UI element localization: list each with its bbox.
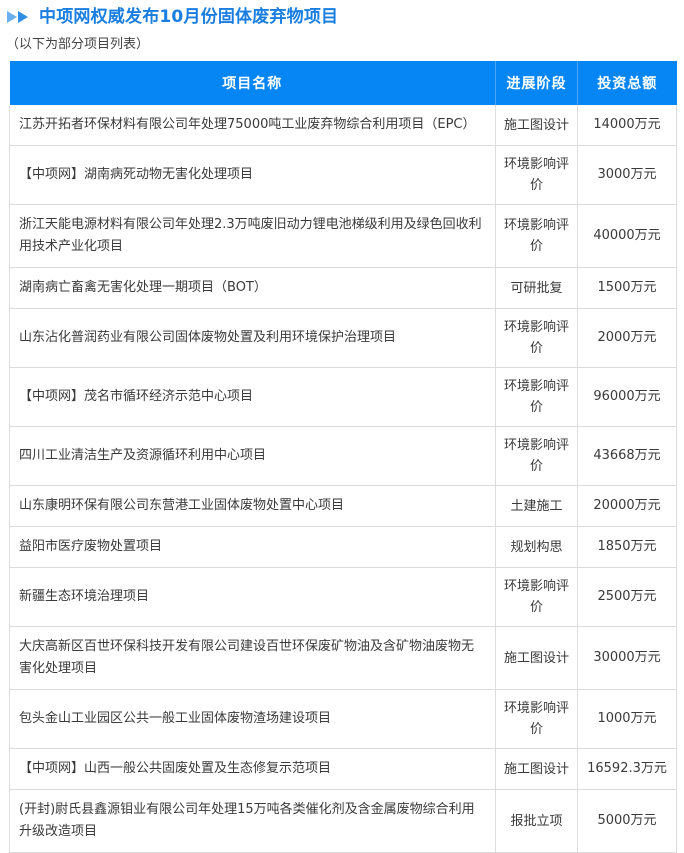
table-row: 【中项网】茂名市循环经济示范中心项目 环境影响评价 96000万元 (9, 367, 677, 427)
cell-progress-stage: 报批立项 (495, 789, 578, 853)
project-table: 项目名称 进展阶段 投资总额 江苏开拓者环保材料有限公司年处理75000吨工业废… (9, 61, 677, 853)
cell-investment-amount: 16592.3万元 (577, 748, 677, 790)
page-header: 中项网权威发布10月份固体废弃物项目 (0, 0, 684, 28)
cell-project-name[interactable]: 【中项网】湖南病死动物无害化处理项目 (9, 145, 496, 205)
cell-project-name[interactable]: 包头金山工业园区公共一般工业固体废物渣场建设项目 (9, 689, 496, 749)
project-table-wrapper: 项目名称 进展阶段 投资总额 江苏开拓者环保材料有限公司年处理75000吨工业废… (0, 61, 684, 853)
cell-project-name[interactable]: 山东沾化普润药业有限公司固体废物处置及利用环境保护治理项目 (9, 308, 496, 368)
table-row: 山东沾化普润药业有限公司固体废物处置及利用环境保护治理项目 环境影响评价 2000万… (9, 308, 677, 368)
table-row: 包头金山工业园区公共一般工业固体废物渣场建设项目 环境影响评价 1000万元 (9, 689, 677, 749)
cell-progress-stage: 环境影响评价 (495, 567, 578, 627)
cell-progress-stage: 可研批复 (495, 267, 578, 309)
table-head: 项目名称 进展阶段 投资总额 (9, 61, 677, 105)
cell-investment-amount: 20000万元 (577, 485, 677, 527)
cell-project-name[interactable]: 四川工业清洁生产及资源循环利用中心项目 (9, 426, 496, 486)
cell-project-name[interactable]: 大庆高新区百世环保科技开发有限公司建设百世环保废矿物油及含矿物油废物无害化处理项… (9, 626, 496, 690)
table-row: 四川工业清洁生产及资源循环利用中心项目 环境影响评价 43668万元 (9, 426, 677, 486)
table-row: 湖南病亡畜禽无害化处理一期项目（BOT） 可研批复 1500万元 (9, 267, 677, 309)
cell-investment-amount: 2000万元 (577, 308, 677, 368)
cell-project-name[interactable]: 新疆生态环境治理项目 (9, 567, 496, 627)
cell-progress-stage: 施工图设计 (495, 748, 578, 790)
cell-project-name[interactable]: 【中项网】茂名市循环经济示范中心项目 (9, 367, 496, 427)
cell-project-name[interactable]: 湖南病亡畜禽无害化处理一期项目（BOT） (9, 267, 496, 309)
table-row: (开封)尉氏县鑫源钼业有限公司年处理15万吨各类催化剂及含金属废物综合利用升级改… (9, 789, 677, 853)
cell-progress-stage: 土建施工 (495, 485, 578, 527)
table-row: 益阳市医疗废物处置项目 规划构思 1850万元 (9, 526, 677, 568)
page-title: 中项网权威发布10月份固体废弃物项目 (39, 7, 339, 27)
table-row: 浙江天能电源材料有限公司年处理2.3万吨废旧动力锂电池梯级利用及绿色回收利用技术… (9, 204, 677, 268)
cell-project-name[interactable]: (开封)尉氏县鑫源钼业有限公司年处理15万吨各类催化剂及含金属废物综合利用升级改… (9, 789, 496, 853)
cell-progress-stage: 环境影响评价 (495, 145, 578, 205)
cell-project-name[interactable]: 山东康明环保有限公司东营港工业固体废物处置中心项目 (9, 485, 496, 527)
cell-investment-amount: 30000万元 (577, 626, 677, 690)
cell-progress-stage: 施工图设计 (495, 105, 578, 146)
cell-investment-amount: 5000万元 (577, 789, 677, 853)
table-row: 山东康明环保有限公司东营港工业固体废物处置中心项目 土建施工 20000万元 (9, 485, 677, 527)
table-row: 江苏开拓者环保材料有限公司年处理75000吨工业废弃物综合利用项目（EPC） 施工… (9, 105, 677, 146)
table-row: 新疆生态环境治理项目 环境影响评价 2500万元 (9, 567, 677, 627)
column-header-progress-stage: 进展阶段 (495, 61, 578, 105)
cell-investment-amount: 3000万元 (577, 145, 677, 205)
cell-progress-stage: 规划构思 (495, 526, 578, 568)
cell-investment-amount: 43668万元 (577, 426, 677, 486)
table-body: 江苏开拓者环保材料有限公司年处理75000吨工业废弃物综合利用项目（EPC） 施工… (9, 105, 677, 853)
page-subtitle: （以下为部分项目列表） (6, 37, 150, 52)
cell-investment-amount: 1850万元 (577, 526, 677, 568)
cell-progress-stage: 环境影响评价 (495, 426, 578, 486)
cell-project-name[interactable]: 【中项网】山西一般公共固废处置及生态修复示范项目 (9, 748, 496, 790)
cell-investment-amount: 96000万元 (577, 367, 677, 427)
cell-investment-amount: 40000万元 (577, 204, 677, 268)
cell-investment-amount: 1000万元 (577, 689, 677, 749)
table-header-row: 项目名称 进展阶段 投资总额 (9, 61, 677, 105)
double-right-arrow-icon (6, 10, 30, 24)
cell-progress-stage: 环境影响评价 (495, 689, 578, 749)
cell-investment-amount: 1500万元 (577, 267, 677, 309)
column-header-investment-amount: 投资总额 (577, 61, 677, 105)
table-row: 大庆高新区百世环保科技开发有限公司建设百世环保废矿物油及含矿物油废物无害化处理项… (9, 626, 677, 690)
cell-progress-stage: 施工图设计 (495, 626, 578, 690)
cell-project-name[interactable]: 益阳市医疗废物处置项目 (9, 526, 496, 568)
cell-progress-stage: 环境影响评价 (495, 308, 578, 368)
cell-progress-stage: 环境影响评价 (495, 367, 578, 427)
cell-investment-amount: 14000万元 (577, 105, 677, 146)
column-header-project-name: 项目名称 (9, 61, 496, 105)
table-row: 【中项网】山西一般公共固废处置及生态修复示范项目 施工图设计 16592.3万元 (9, 748, 677, 790)
table-row: 【中项网】湖南病死动物无害化处理项目 环境影响评价 3000万元 (9, 145, 677, 205)
cell-project-name[interactable]: 浙江天能电源材料有限公司年处理2.3万吨废旧动力锂电池梯级利用及绿色回收利用技术… (9, 204, 496, 268)
cell-project-name[interactable]: 江苏开拓者环保材料有限公司年处理75000吨工业废弃物综合利用项目（EPC） (9, 105, 496, 146)
cell-progress-stage: 环境影响评价 (495, 204, 578, 268)
cell-investment-amount: 2500万元 (577, 567, 677, 627)
